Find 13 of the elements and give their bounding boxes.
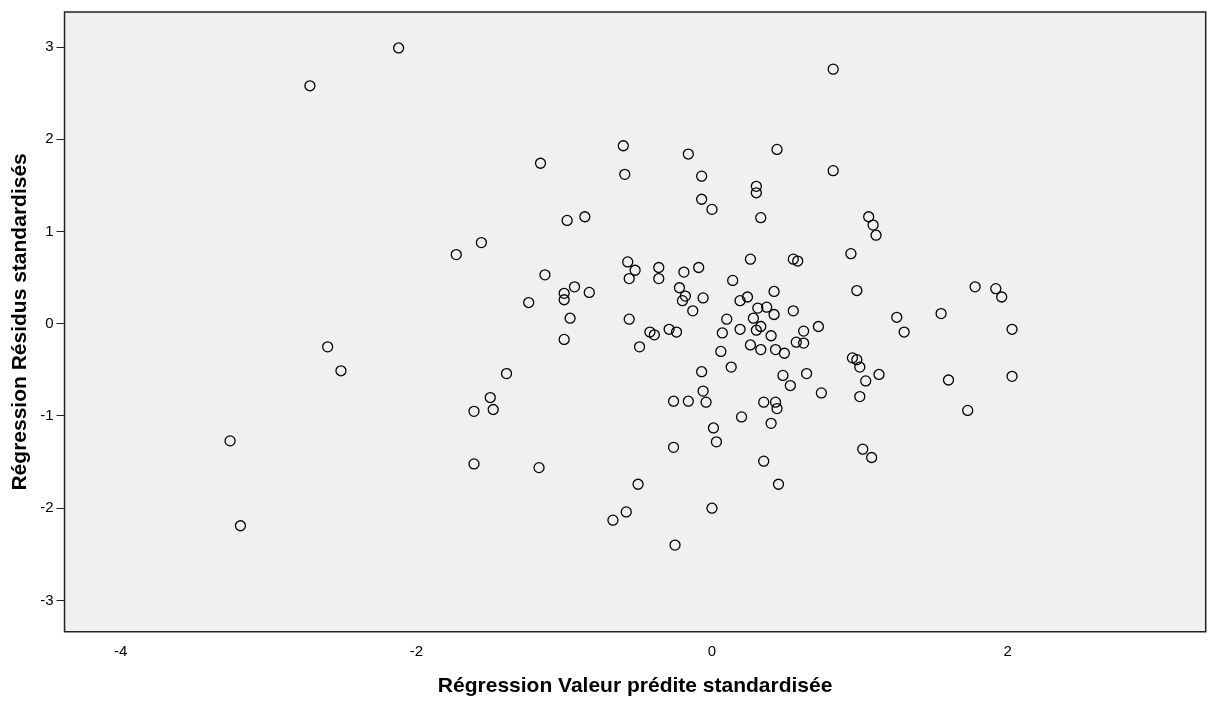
y-tick-label: -3	[40, 590, 54, 608]
x-tick-label: -2	[409, 641, 424, 659]
y-tick-label: 0	[45, 313, 54, 331]
x-tick-label: -4	[114, 641, 128, 659]
y-tick-label: 1	[45, 221, 54, 239]
x-tick-label: 0	[707, 641, 717, 659]
y-tick-label: -2	[40, 498, 54, 516]
x-tick-label: 2	[1003, 641, 1012, 659]
y-tick-label: 3	[45, 37, 54, 55]
x-axis-title: Régression Valeur prédite standardisée	[437, 673, 833, 697]
y-tick-label: 2	[45, 129, 54, 147]
y-axis-title: Régression Résidus standardisés	[7, 153, 31, 491]
y-tick-label: -1	[40, 406, 54, 424]
